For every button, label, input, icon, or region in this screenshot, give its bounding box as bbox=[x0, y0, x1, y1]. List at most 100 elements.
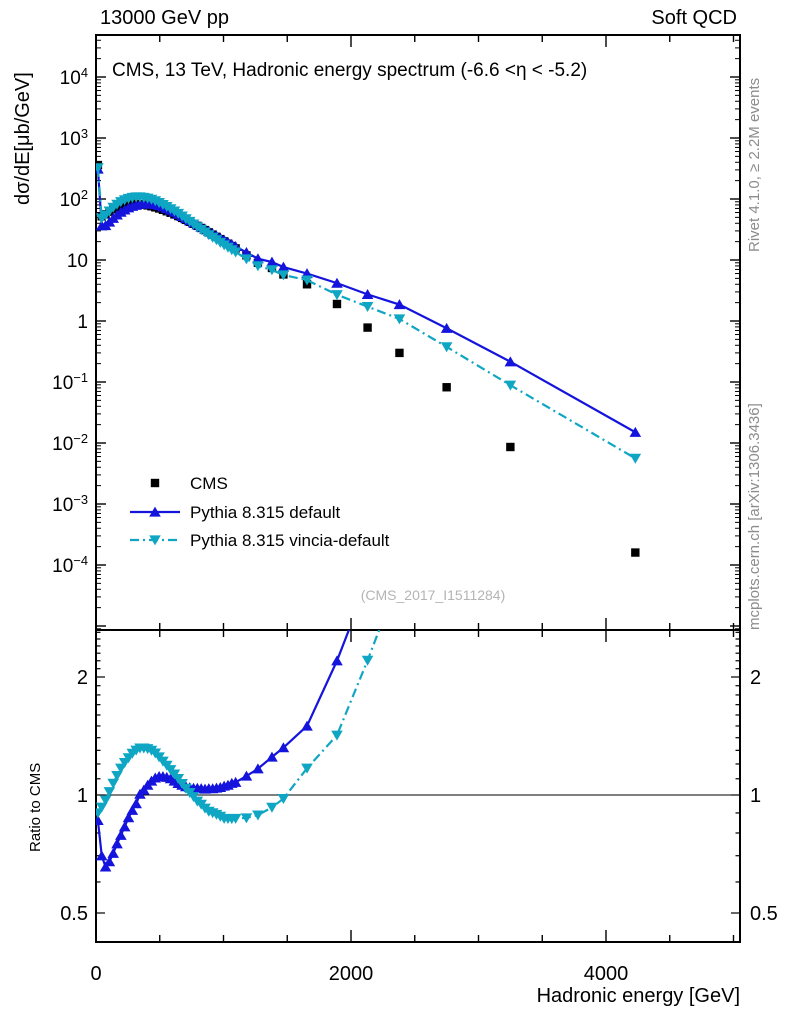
pythia-default-ratio-point bbox=[505, 242, 517, 252]
pythia-default-point bbox=[504, 356, 517, 367]
ratio-tick-label-right: 0.5 bbox=[750, 903, 778, 925]
pythia-vincia-ratio-line bbox=[96, 630, 381, 820]
pythia-default-point bbox=[252, 253, 264, 264]
pythia-default-ratio-point bbox=[252, 763, 264, 774]
pythia-default-ratio-point bbox=[115, 829, 127, 840]
pythia-vincia-point bbox=[266, 265, 278, 276]
pythia-vincia-ratio-point bbox=[99, 795, 112, 806]
pythia-vincia-point bbox=[440, 342, 453, 353]
pythia-default-ratio-point bbox=[103, 856, 116, 867]
cms-data-point bbox=[506, 442, 515, 452]
y-axis-tick-label: 102 bbox=[60, 187, 88, 211]
pythia-vincia-point bbox=[504, 380, 517, 391]
pythia-default-ratio-point bbox=[331, 655, 343, 666]
pythia-default-ratio-point bbox=[441, 411, 453, 421]
y-axis-tick-label: 10−4 bbox=[52, 553, 88, 577]
cms-data-point bbox=[442, 383, 451, 392]
pythia-default-ratio-point bbox=[122, 812, 135, 823]
legend-label: Pythia 8.315 default bbox=[190, 503, 341, 522]
pythia-vincia-point bbox=[393, 314, 406, 325]
process-label: Soft QCD bbox=[651, 7, 737, 29]
pythia-default-point bbox=[440, 322, 453, 333]
cms-data-point bbox=[363, 323, 372, 332]
cms-data-point bbox=[395, 348, 404, 358]
cms-data-point bbox=[631, 548, 640, 557]
pythia-default-ratio-point bbox=[229, 776, 242, 787]
y-axis-tick-label: 10−2 bbox=[52, 431, 88, 455]
pythia-vincia-point bbox=[277, 270, 290, 281]
pythia-vincia-ratio-point bbox=[361, 655, 374, 666]
analysis-id-watermark: (CMS_2017_I1511284) bbox=[360, 587, 506, 603]
y-axis-title: dσ/dE[μb/GeV] bbox=[12, 72, 34, 205]
pythia-vincia-ratio-point bbox=[229, 813, 242, 824]
cms-data-point bbox=[150, 478, 160, 488]
page-title: CMS, 13 TeV, Hadronic energy spectrum (-… bbox=[112, 60, 588, 81]
ratio-tick-label-left: 0.5 bbox=[60, 903, 88, 925]
pythia-default-point bbox=[266, 256, 278, 267]
y-axis-tick-label: 104 bbox=[60, 65, 88, 89]
ratio-tick-label-right: 2 bbox=[750, 667, 761, 689]
pythia-vincia-point bbox=[301, 275, 313, 286]
pythia-vincia-ratio-point bbox=[103, 787, 116, 798]
pythia-default-point bbox=[277, 261, 290, 272]
pythia-default-ratio-point bbox=[266, 751, 278, 762]
legend-label: CMS bbox=[190, 474, 228, 493]
x-axis-title: Hadronic energy [GeV] bbox=[537, 985, 740, 1007]
pythia-default-ratio-point bbox=[130, 798, 142, 809]
pythia-default-ratio-point bbox=[362, 576, 374, 586]
pythia-default-ratio-point bbox=[240, 770, 253, 781]
x-axis-tick-label: 0 bbox=[90, 963, 101, 985]
y-axis-tick-label: 10 bbox=[67, 251, 88, 272]
pythia-default-ratio-point bbox=[111, 838, 123, 849]
x-axis-tick-label: 2000 bbox=[329, 963, 374, 985]
legend-marker bbox=[149, 506, 161, 517]
pythia-default-ratio-point bbox=[126, 804, 139, 815]
rivet-version-note: Rivet 4.1.0, ≥ 2.2M events bbox=[746, 77, 763, 252]
pythia-vincia-point bbox=[240, 254, 253, 265]
beam-label: 13000 GeV pp bbox=[100, 7, 229, 29]
pythia-vincia-ratio-point bbox=[301, 763, 313, 774]
pythia-vincia-point bbox=[331, 290, 343, 301]
pythia-vincia-ratio-point bbox=[630, 185, 642, 195]
pythia-vincia-point bbox=[361, 302, 374, 313]
y-axis-tick-label: 103 bbox=[60, 126, 88, 150]
pythia-default-ratio-point bbox=[394, 479, 406, 489]
pythia-vincia-point bbox=[229, 247, 242, 258]
pythia-vincia-ratio-point bbox=[240, 813, 253, 824]
y-axis-tick-label: 10−3 bbox=[52, 492, 88, 516]
cms-data-point bbox=[332, 299, 342, 309]
pythia-default-ratio-point bbox=[630, 17, 642, 27]
pythia-default-ratio-point bbox=[99, 861, 112, 872]
x-axis-tick-label: 4000 bbox=[584, 963, 629, 985]
pythia-default-ratio-line bbox=[96, 630, 351, 870]
pythia-vincia-ratio-point bbox=[107, 778, 120, 789]
pythia-vincia-ratio-point bbox=[331, 730, 343, 741]
pythia-default-ratio-point bbox=[301, 720, 313, 731]
y-axis-tick-label: 10−1 bbox=[52, 370, 88, 394]
pythia-default-ratio-point bbox=[107, 847, 120, 858]
pythia-vincia-ratio-point bbox=[394, 572, 406, 582]
pythia-vincia-ratio-point bbox=[277, 793, 290, 804]
ratio-tick-label-right: 1 bbox=[750, 785, 761, 807]
pythia-vincia-point bbox=[252, 261, 264, 272]
pythia-default-ratio-point bbox=[118, 821, 131, 832]
pythia-vincia-ratio-point bbox=[111, 771, 123, 782]
pythia-vincia-point bbox=[96, 163, 104, 174]
pythia-default-ratio-point bbox=[96, 850, 108, 861]
ratio-panel-frame bbox=[95, 629, 741, 943]
pythia-default-point bbox=[629, 426, 642, 437]
legend-marker bbox=[149, 535, 161, 546]
legend-label: Pythia 8.315 vincia-default bbox=[190, 531, 390, 550]
y-axis-tick-label: 1 bbox=[77, 312, 88, 333]
ratio-tick-label-left: 2 bbox=[77, 667, 88, 689]
pythia-vincia-ratio-point bbox=[266, 802, 278, 813]
pythia-vincia-ratio-point bbox=[441, 531, 453, 541]
ratio-axis-title: Ratio to CMS bbox=[27, 762, 44, 852]
mcplots-note: mcplots.cern.ch [arXiv:1306.3436] bbox=[746, 403, 763, 630]
pythia-vincia-ratio-point bbox=[252, 810, 264, 821]
pythia-default-point bbox=[393, 299, 406, 310]
pythia-default-point bbox=[331, 277, 343, 288]
pythia-default-ratio-point bbox=[277, 742, 290, 753]
